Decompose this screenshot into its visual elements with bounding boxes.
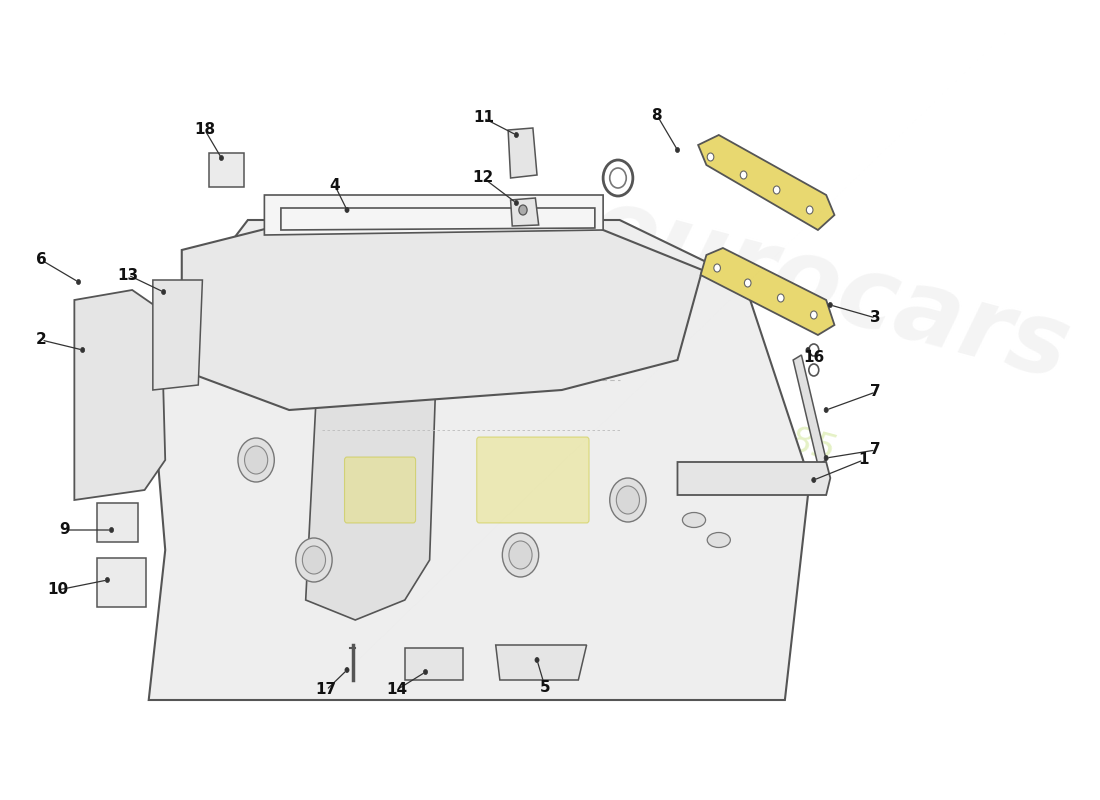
Circle shape [616,486,639,514]
Polygon shape [182,220,702,410]
Circle shape [824,407,828,413]
Circle shape [675,147,680,153]
FancyBboxPatch shape [209,153,244,187]
Circle shape [503,533,539,577]
Text: 8: 8 [651,107,662,122]
Polygon shape [701,248,835,335]
Circle shape [778,294,784,302]
Circle shape [603,160,632,196]
FancyBboxPatch shape [344,457,416,523]
Text: a passion since 1985: a passion since 1985 [463,336,839,467]
Circle shape [515,201,518,206]
Text: 3: 3 [870,310,881,326]
Circle shape [806,347,810,353]
Text: 2: 2 [36,333,46,347]
FancyBboxPatch shape [98,503,138,542]
Circle shape [345,207,349,213]
Circle shape [345,667,349,673]
Circle shape [296,538,332,582]
Circle shape [808,344,818,356]
Ellipse shape [707,533,730,547]
Text: 6: 6 [36,253,46,267]
Circle shape [806,206,813,214]
Circle shape [219,155,223,161]
Text: 16: 16 [803,350,824,366]
Circle shape [745,279,751,287]
Circle shape [812,478,816,482]
Circle shape [76,279,80,285]
Circle shape [244,446,267,474]
Text: eurocars: eurocars [579,180,1079,401]
Circle shape [824,455,828,461]
Circle shape [424,670,428,674]
Circle shape [811,311,817,319]
Circle shape [808,364,818,376]
Text: 1: 1 [858,453,869,467]
Circle shape [773,186,780,194]
Circle shape [535,658,539,662]
Polygon shape [496,645,586,680]
Polygon shape [793,355,826,465]
Polygon shape [153,280,202,390]
Circle shape [609,168,626,188]
Text: 9: 9 [59,522,69,538]
Text: 11: 11 [473,110,494,126]
Polygon shape [678,462,830,495]
Circle shape [519,205,527,215]
Text: 7: 7 [870,442,881,458]
Circle shape [110,527,113,533]
FancyBboxPatch shape [476,437,590,523]
Circle shape [509,541,532,569]
Polygon shape [148,220,810,700]
Polygon shape [280,208,595,230]
Text: 12: 12 [473,170,494,186]
Polygon shape [75,290,165,500]
Circle shape [515,133,518,138]
Text: 5: 5 [540,681,551,695]
Circle shape [714,264,720,272]
Text: 4: 4 [329,178,340,193]
Ellipse shape [682,513,705,527]
Polygon shape [510,198,539,226]
Circle shape [302,546,326,574]
Text: 13: 13 [118,267,139,282]
FancyBboxPatch shape [98,558,146,607]
Circle shape [238,438,274,482]
Circle shape [609,478,646,522]
Text: 14: 14 [386,682,407,698]
Polygon shape [698,135,835,230]
Circle shape [828,302,833,307]
Circle shape [106,578,110,582]
Polygon shape [508,128,537,178]
Text: 7: 7 [870,385,881,399]
Text: 17: 17 [316,682,337,698]
Text: 10: 10 [47,582,68,598]
Circle shape [162,290,166,294]
Circle shape [740,171,747,179]
Polygon shape [405,648,463,680]
Polygon shape [306,270,438,620]
Text: 18: 18 [195,122,216,138]
Polygon shape [264,195,603,235]
Circle shape [707,153,714,161]
Circle shape [80,347,85,353]
